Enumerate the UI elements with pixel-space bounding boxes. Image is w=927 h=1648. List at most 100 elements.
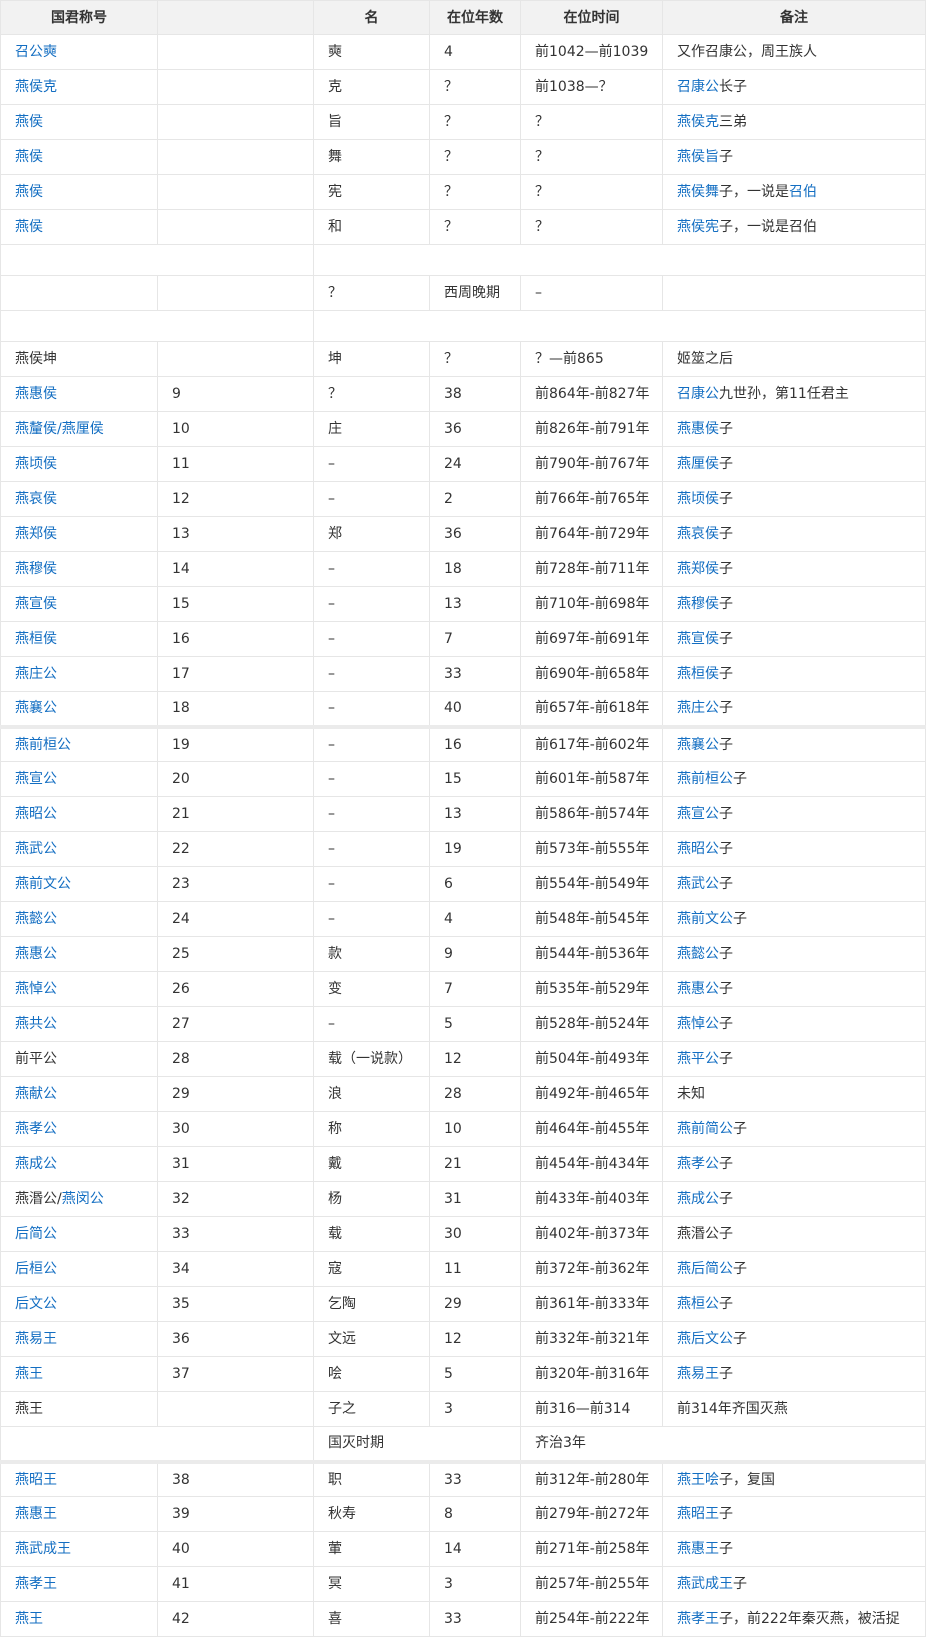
ruler-number (157, 1391, 314, 1427)
note-link[interactable]: 燕平公 (677, 1051, 719, 1067)
ruler-title-link[interactable]: 燕顷侯 (15, 456, 57, 472)
ruler-title-link[interactable]: 燕武公 (15, 841, 57, 857)
note-link[interactable]: 燕孝公 (677, 1156, 719, 1172)
note-link[interactable]: 燕武成王 (677, 1576, 733, 1592)
ruler-title-link[interactable]: 燕昭公 (15, 806, 57, 822)
reign-years: 5 (429, 1356, 521, 1392)
note-link[interactable]: 燕宣侯 (677, 631, 719, 647)
note-link[interactable]: 燕昭王 (677, 1506, 719, 1522)
ruler-name: – (313, 866, 430, 902)
ruler-title-link[interactable]: 燕前文公 (15, 876, 71, 892)
ruler-title-link[interactable]: 燕襄公 (15, 700, 57, 717)
note-link[interactable]: 燕王哙 (677, 1471, 719, 1488)
ruler-title-link[interactable]: 燕闵公 (61, 1191, 104, 1207)
note-link[interactable]: 燕后简公 (677, 1261, 733, 1277)
reign-period: 前535年-前529年 (520, 971, 663, 1007)
table-row: 燕前桓公 19–16 前617年-前602年 燕襄公子 (0, 724, 926, 762)
ruler-title-link[interactable]: 燕惠公 (15, 946, 57, 962)
ruler-name: – (313, 901, 430, 937)
ruler-name: 职 (313, 1459, 430, 1497)
note-link[interactable]: 燕易王 (677, 1366, 719, 1382)
ruler-title-link[interactable]: 燕共公 (15, 1016, 57, 1032)
note-link[interactable]: 燕顷侯 (677, 491, 719, 507)
ruler-title-link[interactable]: 燕献公 (15, 1086, 57, 1102)
reign-period: 前361年-前333年 (520, 1286, 663, 1322)
ruler-title-link[interactable]: 燕悼公 (15, 981, 57, 997)
ruler-title-link[interactable]: 燕侯 (15, 114, 43, 130)
ruler-title-link[interactable]: 燕侯 (15, 219, 43, 235)
note-link[interactable]: 燕前文公 (677, 911, 733, 927)
note-link[interactable]: 燕昭公 (677, 841, 719, 857)
ruler-title-link[interactable]: 后文公 (15, 1296, 57, 1312)
note-link[interactable]: 燕穆侯 (677, 596, 719, 612)
ruler-title-link[interactable]: 燕桓侯 (15, 631, 57, 647)
ruler-title-link[interactable]: 燕成公 (15, 1156, 57, 1172)
reign-period: 前657年-前618年 (520, 691, 663, 727)
ruler-title-link[interactable]: 燕昭王 (15, 1471, 57, 1488)
ruler-title-link[interactable]: 燕前桓公 (15, 736, 71, 753)
table-row: 燕侯和？？燕侯宪子，一说是召伯 (0, 209, 926, 245)
note-link[interactable]: 燕桓公 (677, 1296, 719, 1312)
note-cell: 燕桓侯子 (662, 656, 926, 692)
ruler-title-link[interactable]: 燕惠侯 (15, 386, 57, 402)
ruler-title-link[interactable]: 燕惠王 (15, 1506, 57, 1522)
ruler-title-link[interactable]: 燕孝公 (15, 1121, 57, 1137)
ruler-title-link[interactable]: 燕哀侯 (15, 491, 57, 507)
note-cell: 燕惠王子 (662, 1531, 926, 1567)
note-link[interactable]: 召康公 (677, 79, 719, 95)
table-body: 召公奭奭 4 前1042—前1039 又作召康公，周王族人 燕侯克克？前1038—？ 召康… (0, 34, 926, 1637)
ruler-title-link[interactable]: 燕懿公 (15, 911, 57, 927)
ruler-number: 37 (157, 1356, 314, 1392)
note-link[interactable]: 燕桓侯 (677, 666, 719, 682)
empty-cell (313, 244, 926, 276)
ruler-title-link[interactable]: 燕釐侯/燕厘侯 (15, 421, 104, 437)
note-link[interactable]: 燕前桓公 (677, 771, 733, 787)
ruler-title-link[interactable]: 燕侯 (15, 184, 43, 200)
note-link[interactable]: 燕郑侯 (677, 561, 719, 577)
note-link[interactable]: 燕惠公 (677, 981, 719, 997)
note-link[interactable]: 燕后文公 (677, 1331, 733, 1347)
note-cell: 燕桓公子 (662, 1286, 926, 1322)
note-link[interactable]: 燕侯克 (677, 114, 719, 130)
note-cell: 燕后简公子 (662, 1251, 926, 1287)
note-link[interactable]: 燕宣公 (677, 806, 719, 822)
ruler-title-link[interactable]: 燕宣侯 (15, 596, 57, 612)
ruler-title-link[interactable]: 燕侯克 (15, 79, 57, 95)
note-link[interactable]: 燕武公 (677, 876, 719, 892)
table-row: 燕王 42 喜 33 前254年-前222年 燕孝王子，前222年秦灭燕，被活捉 (0, 1601, 926, 1637)
note-link[interactable]: 燕成公 (677, 1191, 719, 1207)
note-link[interactable]: 召康公 (677, 386, 719, 402)
reign-years: 9 (429, 936, 521, 972)
note-link[interactable]: 燕前简公 (677, 1121, 733, 1137)
note-link[interactable]: 燕厘侯 (677, 456, 719, 472)
ruler-title-link[interactable]: 燕易王 (15, 1331, 57, 1347)
note-text: 子，复国 (719, 1471, 775, 1488)
ruler-title-link[interactable]: 燕宣公 (15, 771, 57, 787)
ruler-title-link[interactable]: 燕穆侯 (15, 561, 57, 577)
note-link[interactable]: 燕惠侯 (677, 421, 719, 437)
note-link[interactable]: 燕懿公 (677, 946, 719, 962)
note-link[interactable]: 燕侯宪 (677, 219, 719, 235)
note-link[interactable]: 燕惠王 (677, 1541, 719, 1557)
ruler-title-link[interactable]: 燕王 (15, 1366, 43, 1382)
ruler-title-link[interactable]: 燕郑侯 (15, 526, 57, 542)
note-link[interactable]: 召伯 (789, 184, 817, 200)
note-link[interactable]: 燕哀侯 (677, 526, 719, 542)
note-text: 子 (719, 149, 733, 165)
note-link[interactable]: 燕庄公 (677, 700, 719, 717)
note-link[interactable]: 燕侯旨 (677, 149, 719, 165)
ruler-title-link[interactable]: 召公奭 (15, 44, 57, 60)
ruler-title-link[interactable]: 后简公 (15, 1226, 57, 1242)
ruler-title-link[interactable]: 燕孝王 (15, 1576, 57, 1592)
ruler-title-link[interactable]: 燕庄公 (15, 666, 57, 682)
note-cell: 燕平公子 (662, 1041, 926, 1077)
ruler-title-link[interactable]: 燕武成王 (15, 1541, 71, 1557)
note-link[interactable]: 燕侯舞 (677, 184, 719, 200)
ruler-title-link[interactable]: 后桓公 (15, 1261, 57, 1277)
ruler-title-link[interactable]: 燕王 (15, 1611, 43, 1627)
note-link[interactable]: 燕襄公 (677, 736, 719, 753)
note-link[interactable]: 燕悼公 (677, 1016, 719, 1032)
note-link[interactable]: 燕孝王 (677, 1611, 719, 1627)
reign-years: 12 (429, 1041, 521, 1077)
ruler-title-link[interactable]: 燕侯 (15, 149, 43, 165)
